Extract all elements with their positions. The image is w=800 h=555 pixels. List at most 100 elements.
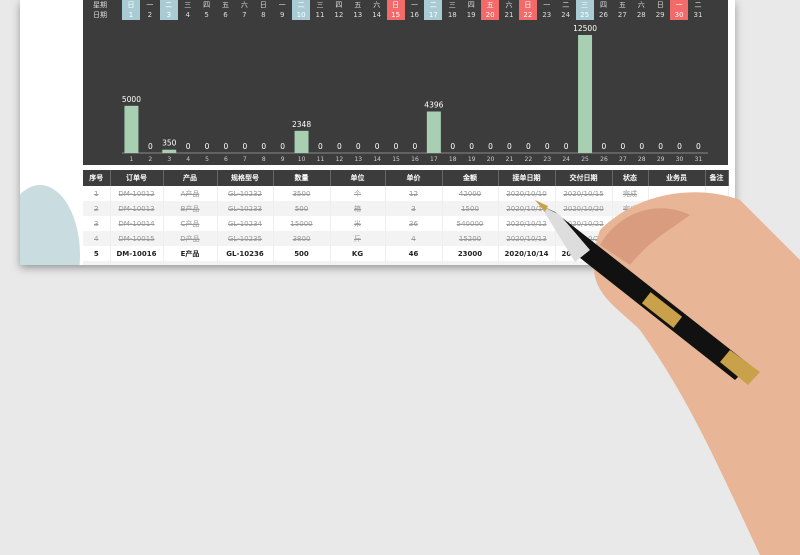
- x-tick-label: 4: [186, 156, 190, 163]
- column-header[interactable]: 接单日期: [498, 170, 556, 186]
- date-cell: 18: [447, 11, 457, 19]
- bar-value-label: 0: [148, 142, 153, 151]
- table-cell[interactable]: 2020/10/13: [498, 231, 556, 246]
- table-cell[interactable]: 2020/10/15: [555, 186, 613, 201]
- table-cell[interactable]: DM-10013: [110, 201, 164, 216]
- date-cell: 5: [204, 11, 209, 19]
- bar-value-label: 0: [602, 142, 607, 151]
- table-cell[interactable]: GL-10233: [217, 201, 274, 216]
- table-row[interactable]: 1 DM-10012 A产品 GL-10232 3500 个 12 42000 2020/10/…: [83, 186, 729, 201]
- date-cell: 3: [159, 10, 178, 20]
- column-header[interactable]: 金额: [442, 170, 499, 186]
- table-cell[interactable]: 2020/10/15: [498, 261, 556, 265]
- table-cell[interactable]: GL-10236: [217, 246, 274, 261]
- date-cell: 24: [561, 11, 571, 19]
- table-cell[interactable]: 1500: [442, 201, 499, 216]
- x-tick-label: 17: [430, 156, 438, 163]
- column-header[interactable]: 订单号: [110, 170, 164, 186]
- table-cell[interactable]: 540000: [442, 216, 499, 231]
- table-cell[interactable]: 10: [385, 261, 443, 265]
- table-cell[interactable]: 5: [83, 246, 111, 261]
- table-cell[interactable]: 15000: [273, 216, 331, 231]
- table-cell[interactable]: GL-10237: [217, 261, 274, 265]
- weekday-cell: 四: [600, 1, 607, 9]
- table-cell[interactable]: 15200: [442, 231, 499, 246]
- table-cell[interactable]: 36: [385, 216, 443, 231]
- table-cell[interactable]: 箱: [330, 201, 386, 216]
- table-cell[interactable]: 3500: [273, 186, 331, 201]
- table-cell[interactable]: DM-10017: [110, 261, 164, 265]
- date-cell: 4: [185, 11, 190, 19]
- table-cell[interactable]: 2020/10/14: [498, 246, 556, 261]
- table-cell[interactable]: GL-10232: [217, 186, 274, 201]
- table-cell[interactable]: 6: [83, 261, 111, 265]
- table-cell[interactable]: 2020/10/20: [555, 201, 613, 216]
- table-cell[interactable]: 15000: [442, 261, 499, 265]
- table-cell[interactable]: 米: [330, 216, 386, 231]
- table-cell[interactable]: 1: [83, 186, 111, 201]
- weekday-cell: 三: [184, 1, 192, 9]
- table-cell[interactable]: 4: [83, 231, 111, 246]
- column-header[interactable]: 单价: [385, 170, 443, 186]
- table-cell[interactable]: 完成: [612, 186, 649, 201]
- x-tick-label: 31: [695, 156, 703, 163]
- table-cell[interactable]: DM-10012: [110, 186, 164, 201]
- table-cell[interactable]: E产品: [163, 246, 218, 261]
- table-cell[interactable]: 42000: [442, 186, 499, 201]
- table-cell[interactable]: 500: [273, 246, 331, 261]
- date-cell: 13: [353, 11, 363, 19]
- table-cell[interactable]: 3: [83, 216, 111, 231]
- table-cell[interactable]: A产品: [163, 186, 218, 201]
- table-cell[interactable]: DM-10015: [110, 231, 164, 246]
- table-cell[interactable]: 1500: [273, 261, 331, 265]
- x-tick-label: 22: [525, 156, 533, 163]
- x-tick-label: 13: [354, 156, 362, 163]
- bar-value-label: 0: [620, 142, 625, 151]
- column-header[interactable]: 备注: [705, 170, 729, 186]
- column-header[interactable]: 状态: [612, 170, 649, 186]
- table-cell[interactable]: 4: [385, 231, 443, 246]
- bar-value-label: 0: [696, 142, 701, 151]
- x-tick-label: 28: [638, 156, 646, 163]
- table-cell[interactable]: 2: [83, 201, 111, 216]
- table-cell[interactable]: DM-10014: [110, 216, 164, 231]
- table-cell[interactable]: B产品: [163, 201, 218, 216]
- bar-value-label: 5000: [122, 95, 141, 104]
- table-cell[interactable]: 斤: [330, 231, 386, 246]
- date-cell: 8: [261, 11, 266, 19]
- table-cell[interactable]: 500: [273, 201, 331, 216]
- x-tick-label: 21: [506, 156, 514, 163]
- column-header[interactable]: 业务员: [648, 170, 706, 186]
- table-cell[interactable]: 个: [330, 186, 386, 201]
- table-cell[interactable]: 3: [385, 201, 443, 216]
- table-cell[interactable]: GL-10235: [217, 231, 274, 246]
- weekday-cell: 日: [518, 0, 537, 10]
- table-cell[interactable]: 3800: [273, 231, 331, 246]
- bar: [426, 111, 441, 153]
- table-cell[interactable]: F产品: [163, 261, 218, 265]
- weekday-cell: 二: [424, 0, 443, 10]
- column-header[interactable]: 规格型号: [217, 170, 274, 186]
- weekday-label: 星期: [93, 1, 107, 9]
- column-header[interactable]: 交付日期: [555, 170, 613, 186]
- column-header[interactable]: 单位: [330, 170, 386, 186]
- table-cell[interactable]: 23000: [442, 246, 499, 261]
- date-label: 日期: [93, 11, 107, 19]
- table-cell[interactable]: KG: [330, 246, 386, 261]
- table-cell[interactable]: 2020/10/10: [498, 186, 556, 201]
- column-header[interactable]: 产品: [163, 170, 218, 186]
- weekday-cell: 五: [618, 1, 626, 9]
- table-cell[interactable]: 46: [385, 246, 443, 261]
- table-cell[interactable]: GL-10234: [217, 216, 274, 231]
- date-cell: 23: [542, 11, 552, 19]
- table-cell[interactable]: DM-10016: [110, 246, 164, 261]
- column-header[interactable]: 数量: [273, 170, 331, 186]
- date-cell: 14: [372, 11, 382, 19]
- table-cell[interactable]: 12: [385, 186, 443, 201]
- table-cell[interactable]: D产品: [163, 231, 218, 246]
- table-cell[interactable]: 份: [330, 261, 386, 265]
- column-header[interactable]: 序号: [83, 170, 111, 186]
- date-cell: 19: [466, 11, 476, 19]
- table-cell[interactable]: C产品: [163, 216, 218, 231]
- bar-value-label: 0: [205, 142, 210, 151]
